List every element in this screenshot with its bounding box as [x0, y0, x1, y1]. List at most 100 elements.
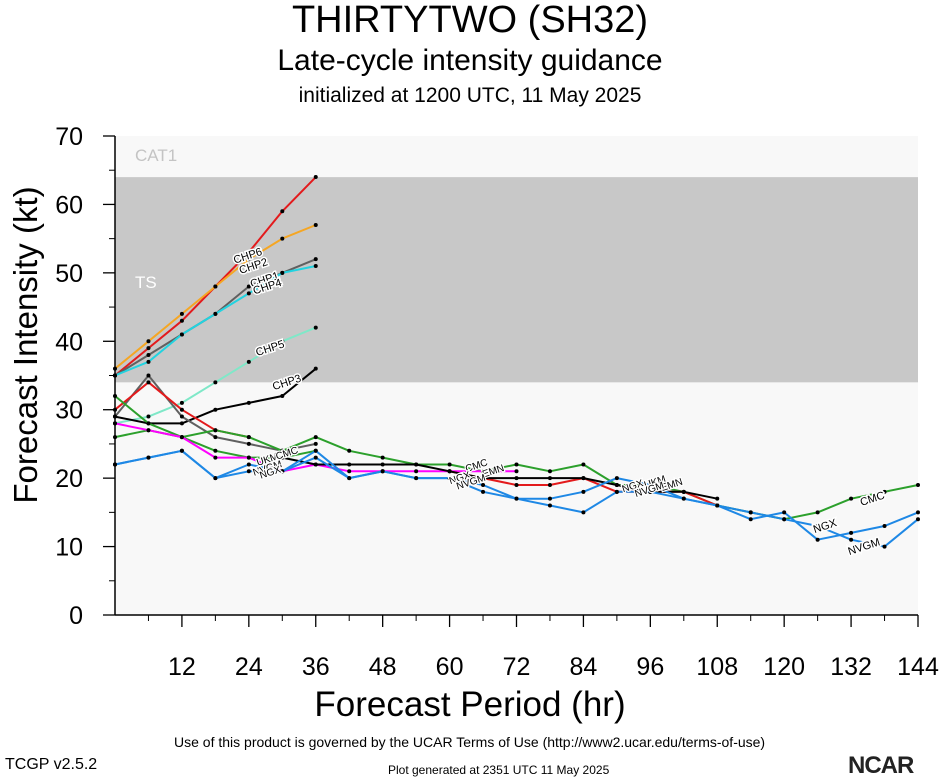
series-chp6-point	[280, 209, 285, 214]
series-chp2-point	[146, 339, 151, 344]
series-unlabeled-10-point	[414, 469, 419, 474]
series-layer	[113, 175, 920, 549]
series-nvgm-point	[380, 469, 385, 474]
x-tick-label: 60	[436, 653, 464, 681]
series-chp6-point	[179, 318, 184, 323]
series-cmc-point	[213, 428, 218, 433]
series-cmc-point	[246, 435, 251, 440]
series-nvgm-point	[280, 469, 285, 474]
band-ts	[115, 177, 918, 383]
y-tick-label: 10	[55, 534, 83, 562]
series-cmc-point	[514, 462, 519, 467]
x-tick-label: 132	[830, 653, 872, 681]
series-chp3-point	[313, 366, 318, 371]
series-nvgm-point	[782, 517, 787, 522]
series-nvgm-point	[614, 489, 619, 494]
band-cat1-label: CAT1	[135, 146, 177, 165]
series-unlabeled-12-line	[282, 456, 718, 500]
series-nvgm-point	[715, 503, 720, 508]
x-axis-label: Forecast Period (hr)	[314, 685, 626, 724]
generated-timestamp: Plot generated at 2351 UTC 11 May 2025	[388, 763, 610, 777]
x-tick-label: 12	[168, 653, 196, 681]
series-unlabeled-12-point	[447, 469, 452, 474]
series-unlabeled-10-point	[347, 469, 352, 474]
series-chp1-point	[313, 257, 318, 262]
x-tick-label: 96	[636, 653, 664, 681]
series-unlabeled-10-point	[246, 455, 251, 460]
series-nvgm-point	[414, 476, 419, 481]
series-unlabeled-12-point	[715, 496, 720, 501]
series-chp5-point	[179, 400, 184, 405]
series-chp5-point	[313, 325, 318, 330]
series-unlabeled-6-point	[213, 435, 218, 440]
x-tick-label: 84	[570, 653, 598, 681]
series-chp4-point	[113, 373, 117, 378]
series-unlabeled-11-point	[514, 482, 519, 487]
series-unlabeled-10-point	[179, 435, 184, 440]
series-chp3-point	[179, 421, 184, 426]
y-tick-label: 70	[55, 123, 83, 151]
series-ngx-point	[782, 510, 787, 515]
series-nvgm-point	[447, 476, 452, 481]
x-tick-label: 144	[897, 653, 939, 681]
series-ngx-point	[916, 510, 920, 515]
series-unlabeled-10-point	[213, 455, 218, 460]
series-chp4-point	[246, 291, 251, 296]
series-ngx-point	[246, 469, 251, 474]
series-chp2-point	[313, 222, 318, 227]
series-unlabeled-12-point	[547, 476, 552, 481]
series-ngx-point	[481, 482, 486, 487]
series-unlabeled-10-point	[481, 469, 486, 474]
chart-subtitle: Late-cycle intensity guidance	[277, 44, 663, 77]
series-chp5-point	[213, 380, 218, 385]
series-cmc-point	[815, 510, 820, 515]
series-chp2-point	[246, 257, 251, 262]
series-ngx-point	[614, 476, 619, 481]
initialization-time: initialized at 1200 UTC, 11 May 2025	[298, 84, 642, 107]
series-nvgm-point	[213, 476, 218, 481]
series-unlabeled-7-point	[146, 380, 151, 385]
series-cmc-point	[882, 489, 887, 494]
series-nvgm-point	[481, 489, 486, 494]
series-cmc-point	[581, 462, 586, 467]
series-chp6-point	[313, 175, 318, 180]
series-chp4-point	[280, 270, 285, 275]
series-ngx-point	[748, 517, 753, 522]
series-chp2-point	[213, 284, 218, 289]
series-cmc-point	[547, 469, 552, 474]
series-nvgm-point	[648, 489, 653, 494]
series-unlabeled-6-point	[313, 441, 318, 446]
y-tick-label: 20	[55, 465, 83, 493]
series-nvgm-point	[514, 496, 519, 501]
series-nvgm-point	[313, 455, 318, 460]
series-cmc-point	[347, 448, 352, 453]
series-chp1-point	[146, 352, 151, 357]
series-unlabeled-6-point	[113, 414, 117, 419]
series-cmc-point	[849, 496, 854, 501]
series-ngx-point	[313, 448, 318, 453]
series-unlabeled-7-point	[179, 407, 184, 412]
series-unlabeled-6-point	[246, 441, 251, 446]
series-ngx-point	[648, 482, 653, 487]
series-nvgm-point	[681, 496, 686, 501]
x-tick-label: 36	[302, 653, 330, 681]
series-unlabeled-10-point	[113, 421, 117, 426]
y-tick-label: 30	[55, 397, 83, 425]
series-chp4-point	[179, 332, 184, 337]
series-chp2-point	[113, 366, 117, 371]
ncar-logo: NCAR	[848, 752, 914, 780]
series-nvgm-point	[113, 462, 117, 467]
series-unlabeled-10-point	[146, 428, 151, 433]
series-unlabeled-6-point	[179, 414, 184, 419]
series-unlabeled-9-point	[113, 435, 117, 440]
series-cmc-point	[280, 448, 285, 453]
series-nvgm-point	[179, 448, 184, 453]
series-unlabeled-12-point	[481, 476, 486, 481]
series-nvgm-point	[547, 503, 552, 508]
series-unlabeled-12-point	[514, 476, 519, 481]
series-ngx-point	[547, 496, 552, 501]
series-unlabeled-12-point	[681, 489, 686, 494]
series-unlabeled-10-point	[514, 469, 519, 474]
series-cmc-point	[146, 421, 151, 426]
